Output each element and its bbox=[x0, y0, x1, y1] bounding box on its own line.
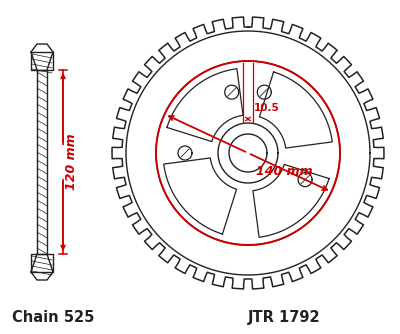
Polygon shape bbox=[31, 272, 53, 280]
Text: JTR 1792: JTR 1792 bbox=[248, 310, 321, 325]
Text: 10.5: 10.5 bbox=[254, 103, 280, 113]
Polygon shape bbox=[31, 44, 53, 52]
Text: 140 mm: 140 mm bbox=[256, 165, 313, 178]
Polygon shape bbox=[31, 52, 53, 69]
Text: 120 mm: 120 mm bbox=[65, 134, 78, 190]
Text: Chain 525: Chain 525 bbox=[12, 310, 94, 325]
Polygon shape bbox=[31, 255, 53, 272]
